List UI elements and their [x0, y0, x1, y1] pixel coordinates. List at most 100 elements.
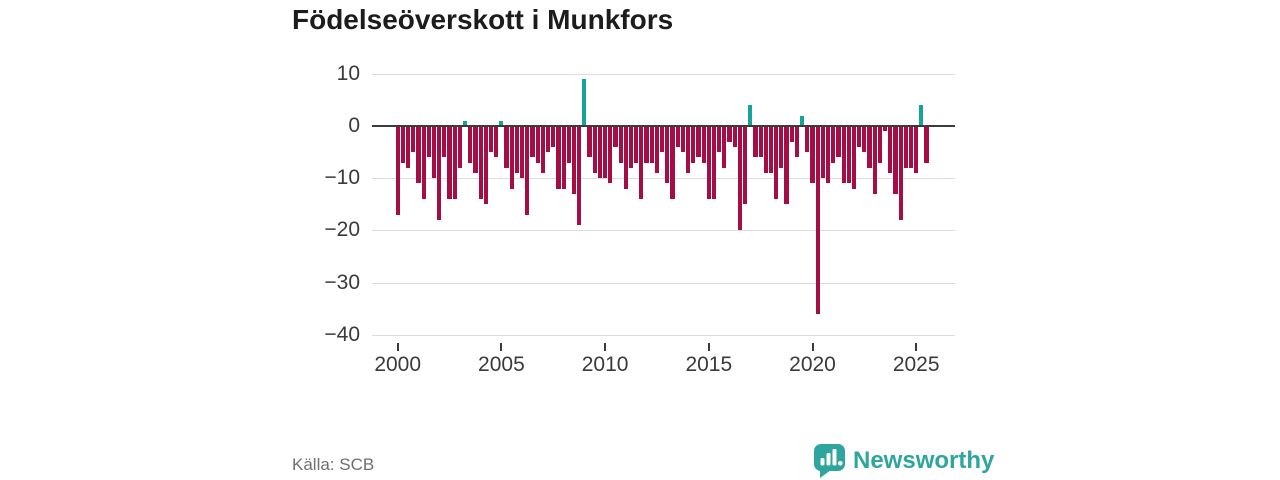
- bar: [499, 120, 504, 126]
- bar: [711, 126, 717, 200]
- bar: [722, 126, 727, 168]
- x-axis-tick: [915, 343, 918, 351]
- bar: [857, 126, 862, 147]
- bar: [670, 126, 675, 200]
- gridline: [372, 230, 955, 232]
- x-axis-tick: [396, 343, 399, 351]
- bar: [867, 126, 872, 168]
- bar: [473, 126, 478, 173]
- bar: [888, 126, 893, 173]
- bar: [701, 126, 706, 163]
- bar: [494, 126, 499, 158]
- bar: [478, 126, 483, 200]
- bar: [468, 126, 473, 163]
- bar: [457, 126, 462, 168]
- bar: [628, 126, 634, 168]
- bar: [872, 126, 877, 194]
- bar: [706, 126, 711, 200]
- bar: [831, 126, 836, 163]
- bar: [545, 126, 551, 153]
- bar: [535, 126, 540, 163]
- bar: [623, 126, 628, 189]
- bar: [447, 126, 452, 200]
- bar: [566, 126, 571, 163]
- gridline: [372, 334, 955, 336]
- bar: [836, 126, 841, 158]
- gridline: [372, 73, 955, 75]
- bar: [779, 126, 784, 168]
- x-axis-label: 2025: [892, 353, 940, 376]
- bar: [571, 126, 577, 194]
- bar: [613, 126, 618, 147]
- bar: [768, 126, 774, 173]
- bar: [794, 126, 800, 158]
- bar: [634, 126, 639, 163]
- bar: [898, 126, 903, 220]
- bar: [437, 126, 442, 220]
- y-axis-label: −20: [324, 218, 360, 242]
- bar: [732, 126, 737, 147]
- bar: [784, 126, 789, 205]
- bar: [680, 126, 685, 153]
- bar: [789, 126, 794, 142]
- bar: [608, 126, 613, 184]
- bar: [514, 126, 520, 173]
- bar: [426, 126, 431, 158]
- brand-name: Newsworthy: [853, 447, 995, 474]
- bar: [763, 126, 768, 173]
- bar: [540, 126, 545, 173]
- bar: [691, 126, 696, 163]
- y-axis-label: 10: [336, 61, 360, 85]
- x-axis-tick: [811, 343, 814, 351]
- bar: [618, 126, 623, 163]
- bar: [882, 126, 888, 132]
- bar: [561, 126, 566, 189]
- bar: [815, 126, 820, 314]
- bar: [851, 126, 857, 189]
- bar: [654, 126, 660, 173]
- bar: [810, 126, 815, 184]
- bar: [582, 79, 587, 126]
- bar: [742, 126, 748, 205]
- bar: [903, 126, 908, 168]
- bar: [603, 126, 608, 179]
- bar: [717, 126, 722, 153]
- bar: [530, 126, 535, 158]
- bar: [774, 126, 779, 200]
- bar: [800, 115, 805, 126]
- bar: [509, 126, 514, 189]
- bar: [587, 126, 592, 158]
- chart-title: Födelseöverskott i Munkfors: [292, 4, 674, 35]
- bar: [421, 126, 426, 200]
- bar: [551, 126, 556, 147]
- source-label: Källa: SCB: [292, 455, 375, 474]
- bar: [431, 126, 437, 179]
- y-axis-label: −40: [324, 322, 360, 346]
- x-axis-label: 2005: [478, 353, 525, 376]
- x-axis-tick: [707, 343, 710, 351]
- bar: [696, 126, 701, 158]
- bar: [520, 126, 525, 179]
- x-axis-label: 2010: [581, 353, 629, 376]
- bar: [400, 126, 405, 163]
- bar: [405, 126, 411, 168]
- x-axis-tick: [500, 343, 503, 351]
- bar: [597, 126, 602, 179]
- x-axis-label: 2000: [374, 353, 422, 376]
- bar: [924, 126, 929, 163]
- bar: [411, 126, 416, 153]
- bar: [908, 126, 914, 168]
- newsworthy-icon: [814, 444, 845, 478]
- bar: [525, 126, 530, 215]
- bar: [416, 126, 421, 184]
- bar: [675, 126, 680, 147]
- bar: [846, 126, 851, 184]
- zero-axis-line: [372, 125, 955, 127]
- bar: [841, 126, 846, 184]
- bar: [644, 126, 649, 163]
- bar: [483, 126, 488, 205]
- brand-logo: Newsworthy: [814, 444, 994, 478]
- bar: [488, 126, 494, 153]
- bar: [820, 126, 825, 179]
